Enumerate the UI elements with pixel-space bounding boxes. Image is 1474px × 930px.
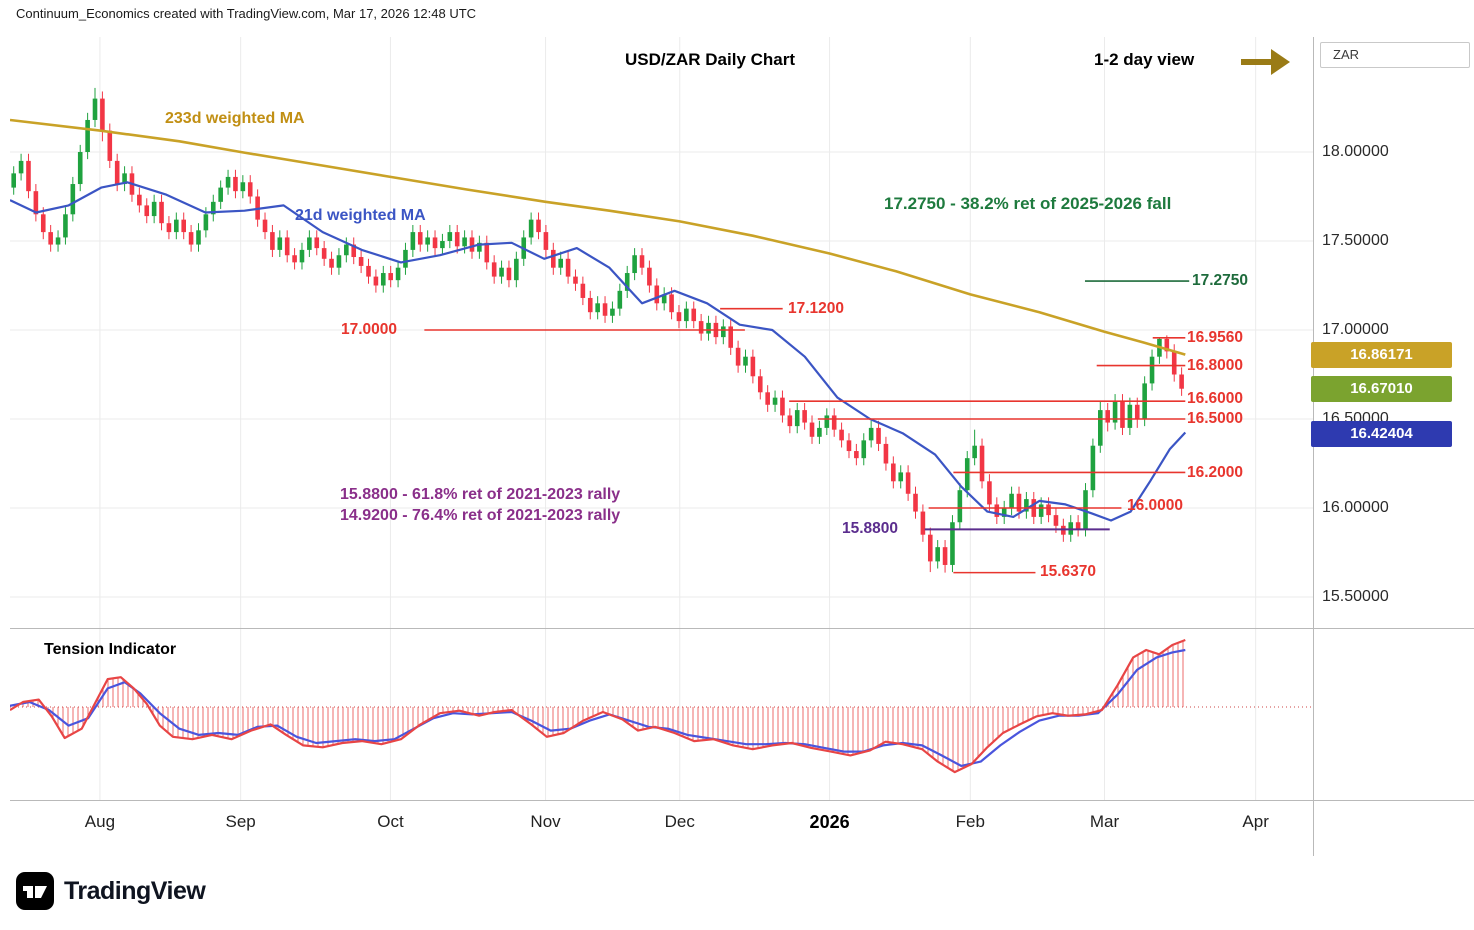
ma233-label: 233d weighted MA <box>165 110 305 127</box>
level-lines <box>424 280 1190 574</box>
x-axis-label-apr: Apr <box>1242 812 1269 831</box>
y-axis-label-17.00000: 17.00000 <box>1322 321 1389 338</box>
fib-note-green: 17.2750 - 38.2% ret of 2025-2026 fall <box>884 194 1172 213</box>
y-axis-label-15.50000: 15.50000 <box>1322 588 1389 605</box>
tradingview-logo-icon <box>16 872 54 910</box>
level-label-17-0000: 17.0000 <box>341 321 398 338</box>
ma233-line <box>10 118 1186 356</box>
x-axis-label-sep: Sep <box>225 812 256 831</box>
panel-separator <box>10 628 1474 629</box>
level-label-17-2750: 17.2750 <box>1192 272 1249 289</box>
level-label-16-9560: 16.9560 <box>1187 329 1244 346</box>
tension-gridlines <box>99 628 1257 800</box>
tradingview-logo[interactable]: TradingView <box>16 872 206 910</box>
tension-indicator-label: Tension Indicator <box>44 641 177 658</box>
x-axis-label-oct: Oct <box>377 812 404 831</box>
tension-histogram <box>22 640 1184 772</box>
level-label-16-6000: 16.6000 <box>1187 390 1244 407</box>
currency-axis-box[interactable]: ZAR <box>1320 42 1470 68</box>
tension-indicator-canvas[interactable] <box>10 628 1313 800</box>
fib-note-purple-1: 15.8800 - 61.8% ret of 2021-2023 rally <box>340 486 621 503</box>
level-label-15-8800: 15.8800 <box>842 520 899 537</box>
x-axis-label-2026: 2026 <box>809 812 850 832</box>
x-axis-label-dec: Dec <box>664 812 695 831</box>
x-axis-label-mar: Mar <box>1089 812 1120 831</box>
price-chart-canvas[interactable] <box>10 37 1313 628</box>
chart-title: USD/ZAR Daily Chart <box>625 50 796 69</box>
level-label-17-1200: 17.1200 <box>788 300 845 317</box>
header-credit: Continuum_Economics created with Trading… <box>16 6 477 21</box>
y-axis-label-18.00000: 18.00000 <box>1322 143 1389 160</box>
y-axis-label-16.00000: 16.00000 <box>1322 499 1389 516</box>
x-axis-label-nov: Nov <box>530 812 561 831</box>
level-label-15-6370: 15.6370 <box>1040 563 1097 580</box>
right-arrow-icon <box>1241 49 1290 75</box>
level-label-16-5000: 16.5000 <box>1187 410 1244 427</box>
ma21-line <box>10 181 1187 522</box>
tension-blue-line <box>10 648 1186 767</box>
price-badge-ma21: 16.42404 <box>1311 421 1452 447</box>
tradingview-wordmark: TradingView <box>64 876 206 905</box>
x-axis-label-aug: Aug <box>84 812 116 831</box>
x-axis-label-feb: Feb <box>955 812 985 831</box>
price-badge-last: 16.67010 <box>1311 376 1452 402</box>
ma21-label: 21d weighted MA <box>295 207 426 224</box>
level-label-16-8000: 16.8000 <box>1187 357 1244 374</box>
tension-red-line <box>10 638 1186 774</box>
price-badge-ma233: 16.86171 <box>1311 342 1452 368</box>
timeaxis-separator <box>10 800 1474 801</box>
fib-note-purple-2: 14.9200 - 76.4% ret of 2021-2023 rally <box>340 507 621 524</box>
level-label-16-0000: 16.0000 <box>1127 497 1184 514</box>
level-label-16-2000: 16.2000 <box>1187 464 1244 481</box>
y-axis-label-17.50000: 17.50000 <box>1322 232 1389 249</box>
view-note: 1-2 day view <box>1094 50 1195 69</box>
